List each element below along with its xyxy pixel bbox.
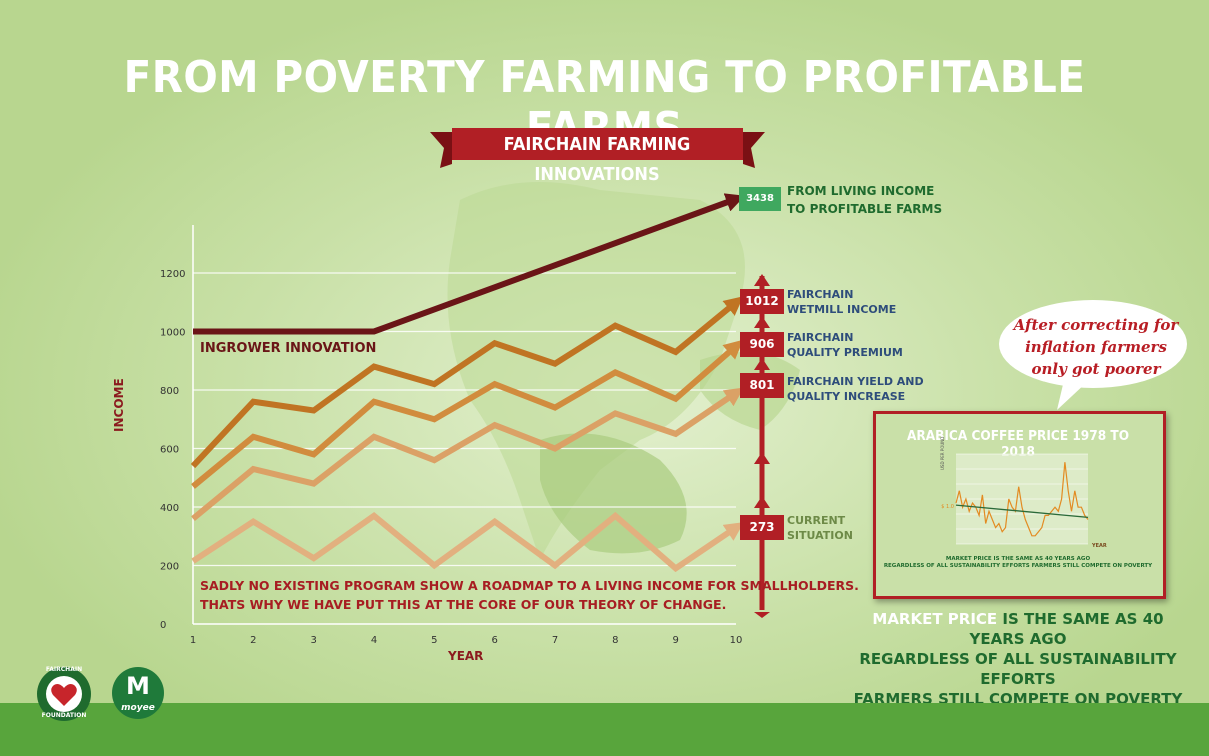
market-rest: IS THE SAME AS 40 YEARS AGO [969,610,1164,648]
x-tick-label: 3 [310,635,316,646]
market-line1: MARKET PRICE IS THE SAME AS 40 YEARS AGO [848,609,1188,649]
bubble-line1: After correcting for [1013,316,1179,334]
x-tick-label: 10 [730,635,743,646]
series-line [190,296,744,469]
map-shape [540,433,687,554]
badge-value: 906 [749,337,775,351]
market-line2: REGARDLESS OF ALL SUSTAINABILITY EFFORTS [859,650,1177,688]
x-tick-label: 5 [431,635,437,646]
annotation-label-wetmill: FAIRCHAIN WETMILL INCOME [787,287,896,317]
ribbon-banner [430,128,765,168]
annotation-line1: FAIRCHAIN [787,288,854,301]
x-tick-label: 7 [552,635,558,646]
y-tick-label: 0 [160,620,166,631]
up-arrow-icon [754,452,770,464]
annotation-line1: FAIRCHAIN YIELD AND [787,375,924,388]
inset-caption: MARKET PRICE IS THE SAME AS 40 YEARS AGO… [876,556,1160,570]
x-tick-label: 2 [250,635,256,646]
inset-price-label: $ 1.0 [941,504,954,510]
badge-1012: 1012 [740,289,784,314]
y-tick-label: 600 [160,445,179,456]
chart-note: SADLY NO EXISTING PROGRAM SHOW A ROADMAP… [200,576,859,614]
bar-base [754,612,770,618]
bubble-line2: inflation farmers [1025,338,1167,356]
up-arrow-icon [754,316,770,328]
series-line [193,193,746,335]
moyee-logo [112,667,164,719]
x-axis-title: YEAR [448,649,484,663]
badge-906: 906 [740,332,784,357]
inset-caption-line2: REGARDLESS OF ALL SUSTAINABILITY EFFORTS… [883,563,1153,569]
annotation-line2: QUALITY INCREASE [787,390,906,403]
ingrower-inline-label: INGROWER INNOVATION [200,341,377,356]
x-tick-label: 1 [190,635,196,646]
up-arrow-icon [754,496,770,508]
annotation-line1: FAIRCHAIN [787,331,854,344]
series-line [191,387,744,522]
fairchain-logo-top: FAIRCHAIN [45,666,83,673]
badge-801: 801 [740,373,784,398]
y-axis-title-wrap: INCOME [112,378,152,452]
inset-trend-line [955,504,1089,519]
annotation-label-current: CURRENT SITUATION [787,513,853,543]
heart-icon [51,684,77,706]
moyee-text: moyee [121,703,155,713]
annotation-line1: FROM LIVING INCOME [787,184,935,198]
x-tick-label: 6 [491,635,497,646]
y-tick-label: 800 [160,386,179,397]
annotation-label-yield: FAIRCHAIN YIELD AND QUALITY INCREASE [787,374,924,404]
x-tick-label: 4 [371,635,377,646]
badge-value: 273 [749,520,775,534]
note-line1: SADLY NO EXISTING PROGRAM SHOW A ROADMAP… [200,578,859,593]
y-axis-title: INCOME [112,378,126,432]
note-line2: THATS WHY WE HAVE PUT THIS AT THE CORE O… [200,597,727,612]
annotation-line2: SITUATION [787,529,853,542]
annotation-line2: QUALITY PREMIUM [787,346,903,359]
y-tick-label: 400 [160,503,179,514]
y-tick-label: 200 [160,562,179,573]
inset-x-label: YEAR [1092,543,1107,549]
ribbon-title: FAIRCHAIN FARMING INNOVATIONS [503,134,691,185]
inset-y-label: USD PER POUND [940,436,945,470]
inset-caption-line1: MARKET PRICE IS THE SAME AS 40 YEARS AGO [945,556,1091,562]
series-line [191,339,744,489]
market-highlight: MARKET PRICE [872,610,998,628]
annotation-line2: WETMILL INCOME [787,303,897,316]
y-tick-label: 1000 [160,328,185,339]
market-text: MARKET PRICE IS THE SAME AS 40 YEARS AGO… [848,609,1188,709]
footer-bar [0,703,1209,756]
x-tick-label: 9 [672,635,678,646]
fairchain-logo [37,667,91,721]
fairchain-logo-bottom: FOUNDATION [41,712,87,719]
annotation-label-premium: FAIRCHAIN QUALITY PREMIUM [787,330,903,360]
badge-value: 801 [749,378,775,392]
annotation-label-profitable: FROM LIVING INCOME TO PROFITABLE FARMS [787,182,942,218]
moyee-mark: M [126,672,150,700]
annotation-line2: TO PROFITABLE FARMS [787,202,943,216]
badge-value: 1012 [745,294,779,308]
badge-value: 3438 [746,193,774,204]
inset-price-chart: $ 1.0 [941,453,1089,545]
bubble-line3: only got poorer [1031,360,1161,378]
inset-price-line [955,462,1089,537]
up-arrow-icon [754,358,770,370]
x-tick-label: 8 [612,635,618,646]
bubble-text: After correcting for inflation farmers o… [1012,314,1180,380]
speech-bubble [999,300,1187,410]
up-arrow-icon [754,274,770,286]
y-tick-label: 1200 [160,269,185,280]
badge-273: 273 [740,515,784,540]
badge-3438: 3438 [739,187,781,211]
series-line [191,511,744,573]
annotation-line1: CURRENT [787,514,846,527]
